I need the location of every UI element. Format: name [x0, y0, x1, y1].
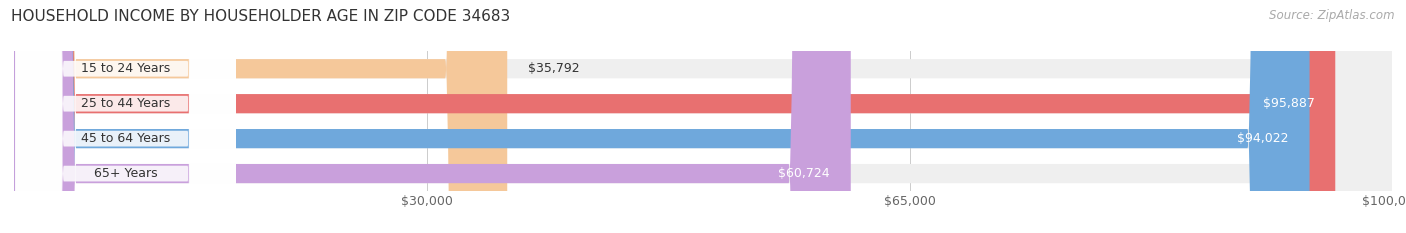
Text: HOUSEHOLD INCOME BY HOUSEHOLDER AGE IN ZIP CODE 34683: HOUSEHOLD INCOME BY HOUSEHOLDER AGE IN Z…: [11, 9, 510, 24]
Text: 65+ Years: 65+ Years: [94, 167, 157, 180]
FancyBboxPatch shape: [14, 0, 1336, 233]
Text: $94,022: $94,022: [1237, 132, 1289, 145]
Text: 45 to 64 Years: 45 to 64 Years: [82, 132, 170, 145]
FancyBboxPatch shape: [14, 0, 851, 233]
FancyBboxPatch shape: [14, 0, 1309, 233]
FancyBboxPatch shape: [14, 0, 1392, 233]
FancyBboxPatch shape: [14, 0, 508, 233]
FancyBboxPatch shape: [14, 0, 1392, 233]
FancyBboxPatch shape: [14, 0, 1392, 233]
FancyBboxPatch shape: [15, 0, 236, 233]
FancyBboxPatch shape: [15, 0, 236, 233]
FancyBboxPatch shape: [14, 0, 1392, 233]
FancyBboxPatch shape: [15, 0, 236, 233]
Text: 25 to 44 Years: 25 to 44 Years: [82, 97, 170, 110]
Text: 15 to 24 Years: 15 to 24 Years: [82, 62, 170, 75]
Text: $60,724: $60,724: [779, 167, 830, 180]
Text: $35,792: $35,792: [527, 62, 579, 75]
Text: Source: ZipAtlas.com: Source: ZipAtlas.com: [1270, 9, 1395, 22]
Text: $95,887: $95,887: [1263, 97, 1315, 110]
FancyBboxPatch shape: [15, 0, 236, 233]
